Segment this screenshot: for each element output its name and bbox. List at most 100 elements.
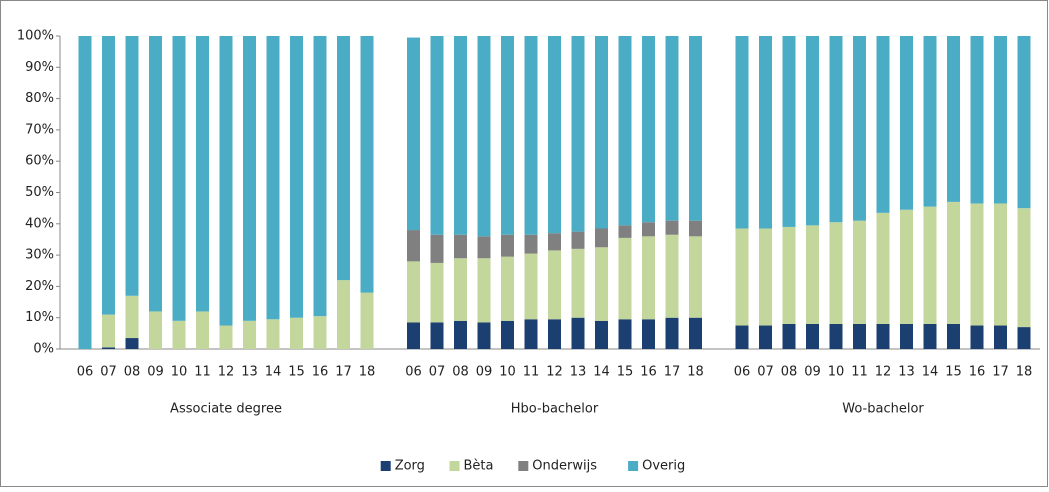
bar-segment <box>454 320 467 349</box>
bar-segment <box>524 234 538 254</box>
y-tick-label: 60% <box>25 154 54 169</box>
x-tick-label: 11 <box>851 365 868 380</box>
bar-segment <box>125 295 139 339</box>
group-label: Wo-bachelor <box>842 402 924 417</box>
bar-segment <box>665 220 679 235</box>
bar-segment <box>665 36 679 221</box>
legend-swatch <box>628 461 639 471</box>
x-tick-label: 13 <box>898 365 915 380</box>
bar-segment <box>501 320 514 349</box>
bar-segment <box>735 228 749 326</box>
bar-segment <box>829 323 843 349</box>
x-tick-label: 06 <box>734 365 751 380</box>
bar-segment <box>243 320 256 349</box>
bar-segment <box>595 36 608 229</box>
bar-segment <box>125 36 139 296</box>
bar-segment <box>853 220 866 324</box>
x-tick-label: 15 <box>288 365 305 380</box>
bar-segment <box>454 234 467 259</box>
bar-segment <box>642 36 655 223</box>
bar-segment <box>689 220 702 237</box>
bar-segment <box>829 36 843 223</box>
bar-segment <box>735 325 749 349</box>
bar-segment <box>430 36 444 235</box>
bar-segment <box>735 36 749 229</box>
bar-segment <box>689 317 702 349</box>
bar-segment <box>407 261 420 323</box>
bar-segment <box>782 226 796 324</box>
x-tick-label: 12 <box>546 365 563 380</box>
bar-segment <box>524 253 538 320</box>
bar-segment <box>454 258 467 321</box>
bar-segment <box>477 322 491 349</box>
bar-segment <box>853 323 866 349</box>
bar-segment <box>125 338 139 349</box>
bar-segment <box>595 228 608 248</box>
bar-segment <box>689 36 702 221</box>
bar-segment <box>102 314 115 348</box>
x-tick-label: 14 <box>922 365 939 380</box>
x-tick-label: 17 <box>335 365 352 380</box>
x-tick-label: 08 <box>452 365 469 380</box>
bar-segment <box>806 225 819 324</box>
x-tick-label: 07 <box>757 365 774 380</box>
bar-segment <box>501 256 514 321</box>
y-tick-label: 40% <box>25 216 54 231</box>
bar-segment <box>172 320 186 349</box>
bar-segment <box>689 236 702 318</box>
x-tick-label: 18 <box>1016 365 1033 380</box>
bar-segment <box>219 325 233 349</box>
bar-segment <box>1017 208 1031 328</box>
bar-segment <box>196 311 209 349</box>
x-tick-label: 10 <box>171 365 188 380</box>
x-tick-label: 09 <box>147 365 164 380</box>
bar-segment <box>829 222 843 324</box>
y-tick-label: 80% <box>25 91 54 106</box>
bar-segment <box>1017 327 1031 349</box>
bar-segment <box>548 250 561 320</box>
x-tick-label: 07 <box>429 365 446 380</box>
bar-segment <box>970 36 984 204</box>
bar-segment <box>618 36 632 226</box>
bar-segment <box>900 209 913 324</box>
bar-segment <box>548 319 561 349</box>
x-tick-label: 12 <box>218 365 235 380</box>
x-tick-label: 17 <box>664 365 681 380</box>
legend-label: Zorg <box>395 459 425 474</box>
bar-segment <box>665 317 679 349</box>
bar-segment <box>759 36 772 229</box>
bar-segment <box>782 323 796 349</box>
bar-segment <box>571 317 585 349</box>
y-tick-label: 70% <box>25 122 54 137</box>
x-tick-label: 09 <box>804 365 821 380</box>
bar-segment <box>360 292 374 349</box>
legend-swatch <box>518 461 529 471</box>
x-tick-label: 09 <box>476 365 493 380</box>
y-tick-label: 90% <box>25 60 54 75</box>
x-tick-label: 06 <box>405 365 422 380</box>
bar-segment <box>337 280 350 349</box>
bar-segment <box>407 37 420 231</box>
x-tick-label: 11 <box>523 365 540 380</box>
bar-segment <box>806 36 819 226</box>
y-tick-label: 30% <box>25 248 54 263</box>
bar-segment <box>501 36 514 235</box>
x-tick-label: 18 <box>359 365 376 380</box>
bar-segment <box>337 36 350 281</box>
legend-label: Onderwijs <box>532 459 597 474</box>
x-tick-label: 13 <box>570 365 587 380</box>
bar-segment <box>78 36 92 349</box>
group-label: Associate degree <box>170 402 282 417</box>
bar-segment <box>595 247 608 321</box>
bar-segment <box>407 230 420 262</box>
bar-segment <box>947 201 960 324</box>
x-tick-label: 13 <box>241 365 258 380</box>
bar-segment <box>853 36 866 221</box>
legend-swatch <box>380 461 391 471</box>
bar-segment <box>618 319 632 349</box>
x-tick-label: 14 <box>265 365 282 380</box>
y-tick-label: 100% <box>17 29 54 44</box>
x-tick-label: 14 <box>593 365 610 380</box>
x-tick-label: 16 <box>312 365 329 380</box>
